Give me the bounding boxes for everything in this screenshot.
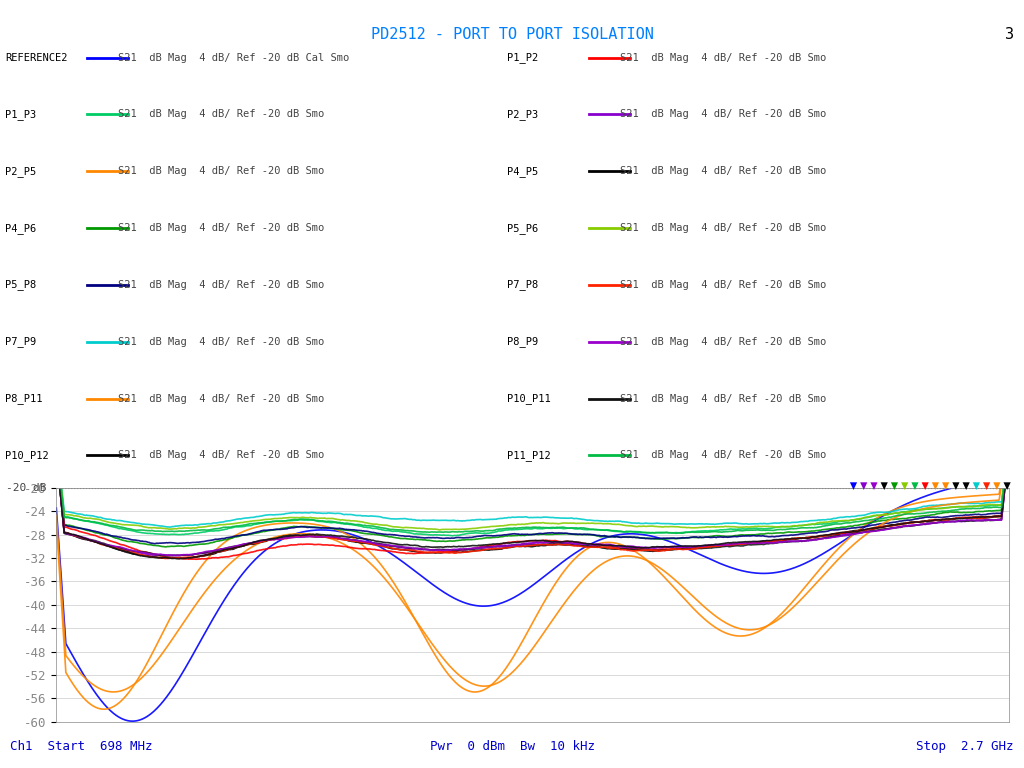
Text: S21  dB Mag  4 dB/ Ref -20 dB Smo: S21 dB Mag 4 dB/ Ref -20 dB Smo: [620, 109, 825, 120]
Text: P8_P11: P8_P11: [5, 393, 43, 404]
Text: S21  dB Mag  4 dB/ Ref -20 dB Smo: S21 dB Mag 4 dB/ Ref -20 dB Smo: [620, 223, 825, 233]
Text: P10_P12: P10_P12: [5, 450, 49, 461]
Text: P11_P12: P11_P12: [507, 450, 551, 461]
Text: S21  dB Mag  4 dB/ Ref -20 dB Smo: S21 dB Mag 4 dB/ Ref -20 dB Smo: [620, 393, 825, 404]
Text: P7_P9: P7_P9: [5, 336, 37, 347]
Text: P10_P11: P10_P11: [507, 393, 551, 404]
Text: P2_P3: P2_P3: [507, 109, 539, 120]
Text: S21  dB Mag  4 dB/ Ref -20 dB Smo: S21 dB Mag 4 dB/ Ref -20 dB Smo: [118, 166, 324, 177]
Text: -20 dB: -20 dB: [6, 482, 47, 493]
Text: S21  dB Mag  4 dB/ Ref -20 dB Smo: S21 dB Mag 4 dB/ Ref -20 dB Smo: [620, 166, 825, 177]
Text: P7_P8: P7_P8: [507, 280, 539, 290]
Text: 3: 3: [1005, 27, 1014, 42]
Text: S21  dB Mag  4 dB/ Ref -20 dB Smo: S21 dB Mag 4 dB/ Ref -20 dB Smo: [620, 450, 825, 461]
Text: S21  dB Mag  4 dB/ Ref -20 dB Smo: S21 dB Mag 4 dB/ Ref -20 dB Smo: [118, 393, 324, 404]
Text: REFERENCE2: REFERENCE2: [5, 52, 68, 63]
Text: S21  dB Mag  4 dB/ Ref -20 dB Smo: S21 dB Mag 4 dB/ Ref -20 dB Smo: [620, 336, 825, 347]
Text: S21  dB Mag  4 dB/ Ref -20 dB Smo: S21 dB Mag 4 dB/ Ref -20 dB Smo: [620, 52, 825, 63]
Text: P4_P5: P4_P5: [507, 166, 539, 177]
Text: S21  dB Mag  4 dB/ Ref -20 dB Cal Smo: S21 dB Mag 4 dB/ Ref -20 dB Cal Smo: [118, 52, 349, 63]
Text: P2_P5: P2_P5: [5, 166, 37, 177]
Text: P4_P6: P4_P6: [5, 223, 37, 233]
Text: Stop  2.7 GHz: Stop 2.7 GHz: [916, 740, 1014, 753]
Text: P5_P6: P5_P6: [507, 223, 539, 233]
Text: S21  dB Mag  4 dB/ Ref -20 dB Smo: S21 dB Mag 4 dB/ Ref -20 dB Smo: [620, 280, 825, 290]
Text: S21  dB Mag  4 dB/ Ref -20 dB Smo: S21 dB Mag 4 dB/ Ref -20 dB Smo: [118, 109, 324, 120]
Text: Ch1  Start  698 MHz: Ch1 Start 698 MHz: [10, 740, 153, 753]
Text: S21  dB Mag  4 dB/ Ref -20 dB Smo: S21 dB Mag 4 dB/ Ref -20 dB Smo: [118, 223, 324, 233]
Text: P1_P3: P1_P3: [5, 109, 37, 120]
Text: PD2512 - PORT TO PORT ISOLATION: PD2512 - PORT TO PORT ISOLATION: [371, 27, 653, 42]
Text: S21  dB Mag  4 dB/ Ref -20 dB Smo: S21 dB Mag 4 dB/ Ref -20 dB Smo: [118, 450, 324, 461]
Text: P1_P2: P1_P2: [507, 52, 539, 63]
Text: P5_P8: P5_P8: [5, 280, 37, 290]
Text: S21  dB Mag  4 dB/ Ref -20 dB Smo: S21 dB Mag 4 dB/ Ref -20 dB Smo: [118, 280, 324, 290]
Text: Pwr  0 dBm  Bw  10 kHz: Pwr 0 dBm Bw 10 kHz: [429, 740, 595, 753]
Text: S21  dB Mag  4 dB/ Ref -20 dB Smo: S21 dB Mag 4 dB/ Ref -20 dB Smo: [118, 336, 324, 347]
Text: P8_P9: P8_P9: [507, 336, 539, 347]
